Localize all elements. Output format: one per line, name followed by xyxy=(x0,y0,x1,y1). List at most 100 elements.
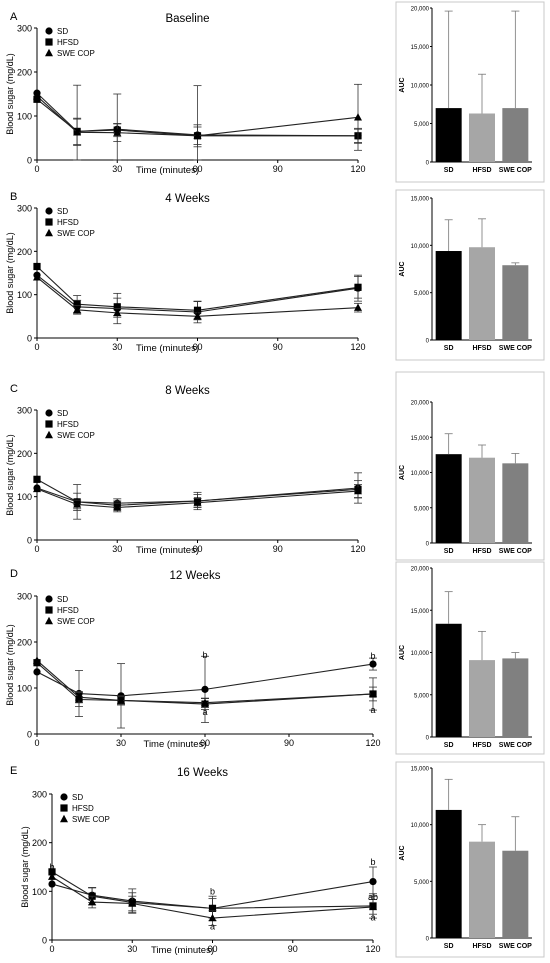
y-tick-label: 5,000 xyxy=(414,122,430,128)
y-tick-label: 0 xyxy=(426,339,430,345)
bar-chart-frame xyxy=(395,561,545,755)
legend-label: SWE COP xyxy=(57,617,95,626)
x-axis-label: Time (minutes) xyxy=(144,739,207,750)
x-tick-label: 120 xyxy=(350,544,365,554)
significance-label: ab xyxy=(368,892,378,902)
y-tick-label: 10,000 xyxy=(411,244,430,250)
y-tick-label: 20,000 xyxy=(411,7,430,13)
panel-letter: A xyxy=(10,11,18,23)
marker-triangle xyxy=(117,696,125,704)
x-tick-label: 90 xyxy=(273,544,283,554)
y-axis-label: AUC xyxy=(399,645,406,660)
y-tick-label: 100 xyxy=(17,492,32,502)
legend-label: HFSD xyxy=(57,606,79,615)
bar-chart-panel-d: 0 5,000 10,000 15,000 20,000 AUC SD HFSD SWE COP xyxy=(395,561,545,755)
y-tick-label: 300 xyxy=(17,592,32,602)
chart-title: Baseline xyxy=(165,13,209,25)
category-label: SWE COP xyxy=(499,943,532,950)
y-tick-label: 0 xyxy=(27,334,32,344)
significance-label: b xyxy=(370,651,375,661)
marker-square xyxy=(33,262,41,271)
x-axis-label: Time (minutes) xyxy=(136,165,199,176)
x-tick-label: 120 xyxy=(365,944,380,954)
line-chart-panel-a: A Baseline 0 100 200 300 0 30 60 90 120 Time (minut… xyxy=(5,11,366,176)
category-label: HFSD xyxy=(472,548,491,555)
panel-letter: D xyxy=(10,568,18,580)
legend-label: SD xyxy=(57,27,68,36)
bar-chart-panel-e: 0 5,000 10,000 15,000 AUC SD HFSD SWE COP xyxy=(395,761,545,958)
legend-label: HFSD xyxy=(57,420,79,429)
marker-triangle xyxy=(201,698,209,706)
y-tick-label: 100 xyxy=(17,290,32,300)
y-tick-label: 0 xyxy=(27,156,32,166)
category-label: HFSD xyxy=(472,345,491,352)
bar-chart-frame xyxy=(395,761,545,958)
y-tick-label: 20,000 xyxy=(411,567,430,573)
marker-circle xyxy=(201,685,209,693)
category-label: SD xyxy=(444,167,454,174)
bar-sd xyxy=(435,251,462,340)
marker-circle xyxy=(45,409,53,417)
marker-triangle xyxy=(369,902,377,911)
marker-triangle xyxy=(369,689,377,698)
marker-triangle xyxy=(75,693,83,701)
bar-swe-cop xyxy=(502,850,529,938)
legend-label: SWE COP xyxy=(57,49,95,58)
chart-title: 4 Weeks xyxy=(165,193,210,205)
marker-square xyxy=(73,300,81,308)
legend-label: SD xyxy=(72,793,83,802)
bar-sd xyxy=(435,623,462,737)
y-axis-label: Blood sugar (mg/dL) xyxy=(5,53,15,135)
y-tick-label: 0 xyxy=(426,542,430,548)
y-tick-label: 5,000 xyxy=(414,506,430,512)
y-tick-label: 200 xyxy=(17,247,32,257)
y-tick-label: 15,000 xyxy=(411,45,430,51)
x-tick-label: 120 xyxy=(365,738,380,748)
legend-label: SWE COP xyxy=(57,229,95,238)
y-tick-label: 300 xyxy=(17,204,32,214)
y-tick-label: 100 xyxy=(17,112,32,122)
line-chart-panel-d: D 12 Weeks 0 100 200 300 0 30 60 90 120 Time (minut… xyxy=(5,568,381,750)
x-axis-label: Time (minutes) xyxy=(136,343,199,354)
legend-label: SD xyxy=(57,207,68,216)
marker-triangle xyxy=(113,128,122,136)
category-label: SWE COP xyxy=(499,742,532,749)
x-tick-label: 30 xyxy=(116,738,126,748)
significance-label: b xyxy=(370,857,375,867)
y-axis-label: AUC xyxy=(399,261,406,276)
x-axis-label: Time (minutes) xyxy=(151,945,214,956)
y-tick-label: 5,000 xyxy=(414,880,430,886)
marker-circle xyxy=(45,207,53,215)
bar-chart-panel-a: 0 5,000 10,000 15,000 20,000 AUC SD HFSD SWE COP xyxy=(395,1,545,183)
x-tick-label: 120 xyxy=(350,342,365,352)
bar-sd xyxy=(435,108,462,162)
legend-label: SD xyxy=(57,409,68,418)
x-tick-label: 30 xyxy=(127,944,137,954)
y-tick-label: 200 xyxy=(17,638,32,648)
marker-circle xyxy=(45,27,53,35)
y-tick-label: 10,000 xyxy=(411,823,430,829)
y-tick-label: 15,000 xyxy=(411,767,430,773)
marker-circle xyxy=(45,595,53,603)
marker-square xyxy=(45,606,53,614)
category-label: SWE COP xyxy=(499,548,532,555)
marker-triangle xyxy=(48,872,56,880)
x-axis-label: Time (minutes) xyxy=(136,545,199,556)
bar-chart-panel-b: 0 5,000 10,000 15,000 AUC SD HFSD SWE COP xyxy=(395,189,545,361)
y-tick-label: 15,000 xyxy=(411,609,430,615)
y-tick-label: 5,000 xyxy=(414,291,430,297)
y-tick-label: 100 xyxy=(17,684,32,694)
bar-hfsd xyxy=(469,660,495,737)
bar-swe-cop xyxy=(502,265,529,340)
x-tick-label: 0 xyxy=(34,342,39,352)
marker-square xyxy=(48,868,56,876)
x-tick-label: 0 xyxy=(34,164,39,174)
bar-sd xyxy=(435,809,462,938)
marker-square xyxy=(193,306,202,314)
marker-triangle xyxy=(33,656,41,664)
y-tick-label: 0 xyxy=(27,536,32,546)
y-tick-label: 0 xyxy=(27,730,32,740)
significance-label: b xyxy=(210,886,215,896)
y-tick-label: 15,000 xyxy=(411,197,430,203)
